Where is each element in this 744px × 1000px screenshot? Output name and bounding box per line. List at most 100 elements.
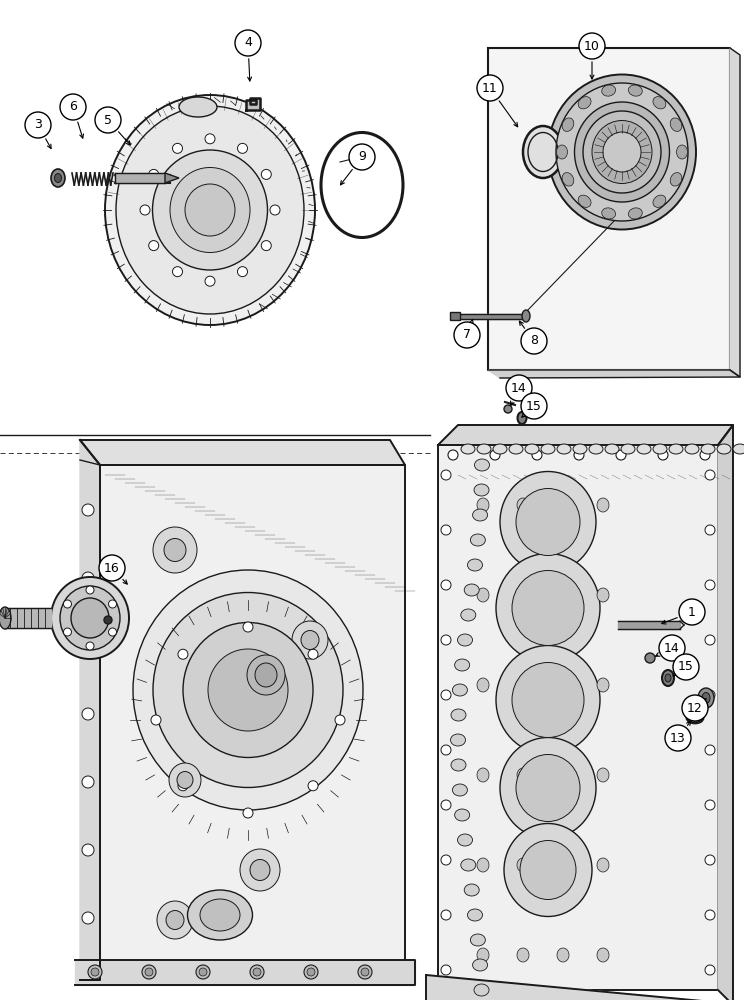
Ellipse shape [187, 890, 252, 940]
Circle shape [361, 968, 369, 976]
Text: 15: 15 [678, 660, 694, 674]
Ellipse shape [200, 899, 240, 931]
Polygon shape [75, 960, 415, 985]
Circle shape [705, 800, 715, 810]
Circle shape [270, 205, 280, 215]
Circle shape [243, 622, 253, 632]
Ellipse shape [461, 444, 475, 454]
Circle shape [253, 968, 261, 976]
Circle shape [250, 965, 264, 979]
Ellipse shape [597, 678, 609, 692]
Ellipse shape [597, 858, 609, 872]
Circle shape [441, 525, 451, 535]
Circle shape [506, 375, 532, 401]
Circle shape [82, 708, 94, 720]
Ellipse shape [520, 840, 576, 900]
Ellipse shape [177, 772, 193, 788]
Circle shape [659, 635, 685, 661]
Polygon shape [426, 975, 744, 1000]
Text: 14: 14 [511, 381, 527, 394]
Text: 3: 3 [34, 118, 42, 131]
Ellipse shape [603, 132, 641, 172]
Circle shape [173, 267, 182, 277]
Ellipse shape [60, 586, 120, 650]
Ellipse shape [477, 678, 489, 692]
Ellipse shape [467, 909, 483, 921]
Ellipse shape [517, 678, 529, 692]
Ellipse shape [670, 173, 682, 186]
Circle shape [63, 600, 71, 608]
Ellipse shape [477, 588, 489, 602]
Circle shape [199, 968, 207, 976]
Ellipse shape [517, 858, 529, 872]
Ellipse shape [461, 859, 476, 871]
Circle shape [205, 134, 215, 144]
Circle shape [441, 745, 451, 755]
Circle shape [658, 450, 668, 460]
Text: 14: 14 [664, 642, 680, 654]
Ellipse shape [597, 498, 609, 512]
Circle shape [705, 965, 715, 975]
Ellipse shape [470, 934, 485, 946]
Ellipse shape [557, 678, 569, 692]
Ellipse shape [116, 106, 304, 314]
Ellipse shape [517, 588, 529, 602]
Circle shape [88, 965, 102, 979]
Ellipse shape [637, 444, 651, 454]
Circle shape [304, 965, 318, 979]
Circle shape [82, 912, 94, 924]
Circle shape [679, 599, 705, 625]
Ellipse shape [629, 208, 642, 219]
Ellipse shape [472, 509, 487, 521]
Ellipse shape [562, 118, 574, 131]
Circle shape [205, 276, 215, 286]
Ellipse shape [208, 649, 288, 731]
Circle shape [705, 910, 715, 920]
Ellipse shape [292, 621, 328, 659]
Ellipse shape [458, 834, 472, 846]
Ellipse shape [461, 609, 476, 621]
Ellipse shape [557, 145, 568, 159]
Ellipse shape [451, 759, 466, 771]
Ellipse shape [467, 559, 483, 571]
Ellipse shape [669, 444, 683, 454]
Ellipse shape [518, 412, 527, 424]
Text: 4: 4 [244, 36, 252, 49]
Circle shape [705, 635, 715, 645]
Circle shape [91, 968, 99, 976]
Circle shape [349, 144, 375, 170]
Circle shape [705, 525, 715, 535]
Ellipse shape [170, 167, 250, 252]
Ellipse shape [556, 83, 688, 221]
Ellipse shape [557, 588, 569, 602]
Ellipse shape [0, 607, 11, 629]
Circle shape [308, 649, 318, 659]
Ellipse shape [557, 858, 569, 872]
Ellipse shape [500, 472, 596, 572]
Ellipse shape [541, 444, 555, 454]
Circle shape [521, 328, 547, 354]
Ellipse shape [455, 809, 469, 821]
Ellipse shape [573, 444, 587, 454]
Ellipse shape [592, 120, 652, 184]
Circle shape [63, 628, 71, 636]
Ellipse shape [452, 684, 467, 696]
Polygon shape [246, 98, 260, 110]
Circle shape [441, 635, 451, 645]
Ellipse shape [517, 948, 529, 962]
Ellipse shape [153, 592, 343, 788]
Ellipse shape [717, 444, 731, 454]
Ellipse shape [133, 570, 363, 810]
Ellipse shape [605, 444, 619, 454]
Circle shape [82, 844, 94, 856]
Ellipse shape [523, 126, 563, 178]
Circle shape [574, 450, 584, 460]
Circle shape [82, 504, 94, 516]
Circle shape [490, 450, 500, 460]
Circle shape [99, 555, 125, 581]
Ellipse shape [583, 111, 661, 193]
Circle shape [705, 745, 715, 755]
Ellipse shape [557, 444, 571, 454]
Ellipse shape [455, 659, 469, 671]
Ellipse shape [153, 150, 268, 270]
